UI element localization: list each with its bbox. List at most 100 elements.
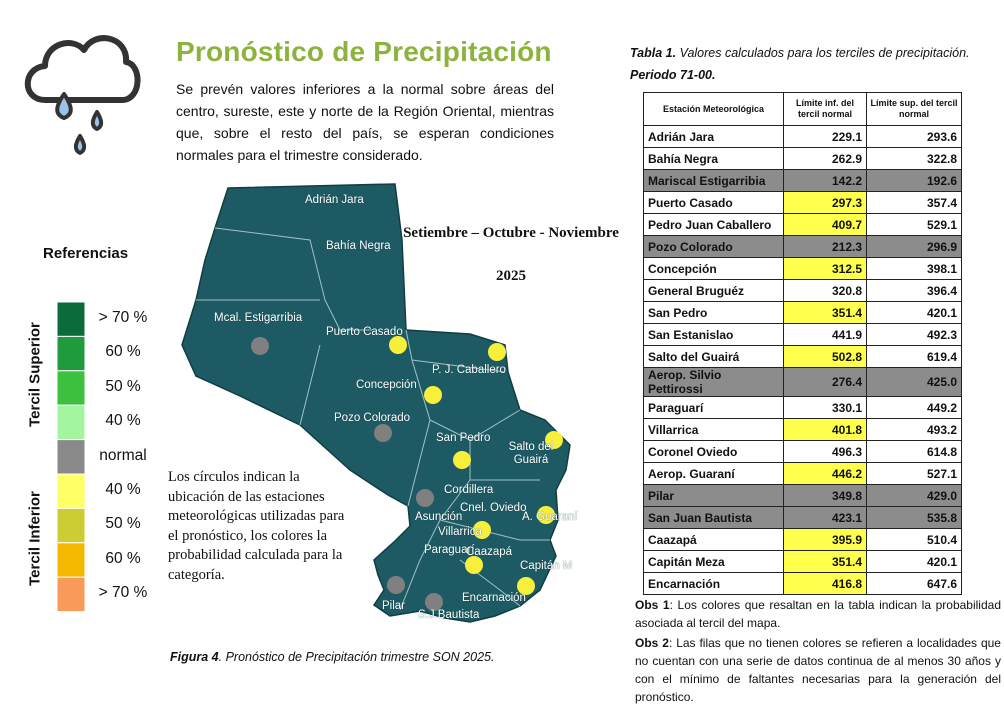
value-cell: 192.6 — [866, 169, 962, 192]
station-label: P. J. Caballero — [432, 364, 506, 376]
station-label: Bahía Negra — [326, 240, 391, 252]
intro-text: Se prevén valores inferiores a la normal… — [176, 81, 554, 163]
station-label: Capitán M — [520, 560, 573, 572]
value-cell: 614.8 — [866, 440, 962, 463]
station-cell: San Juan Bautista — [643, 506, 784, 529]
legend-label: 60 % — [105, 343, 141, 361]
legend-label: 40 % — [105, 481, 141, 498]
cloud-icon — [24, 35, 141, 155]
value-cell: 619.4 — [866, 345, 962, 368]
station-dot — [425, 593, 443, 611]
value-cell: 395.9 — [783, 528, 867, 551]
station-cell: Concepción — [643, 257, 784, 280]
legend-title: Referencias — [43, 245, 129, 262]
legend-label: 60 % — [105, 549, 141, 567]
value-cell: 449.2 — [866, 396, 962, 419]
legend-label: > 70 % — [98, 584, 148, 602]
station-dot — [387, 576, 405, 594]
value-cell: 529.1 — [866, 213, 962, 236]
table-row: Adrián Jara 229.1 293.6 — [643, 125, 962, 148]
year: 2025 — [496, 268, 526, 284]
table-row: Pilar 349.8 429.0 — [643, 484, 962, 507]
legend-label: 40 % — [105, 412, 141, 430]
station-cell: San Pedro — [643, 301, 784, 324]
station-label: San Pedro — [436, 432, 491, 444]
value-cell: 441.9 — [783, 323, 867, 346]
page: { "header": { "title": "Pronóstico de Pr… — [24, 35, 1001, 704]
station-label: Adrián Jara — [305, 194, 364, 206]
value-cell: 510.4 — [866, 528, 962, 551]
observation: Obs 1: Los colores que resaltan en la ta… — [635, 596, 1001, 632]
value-cell: 423.1 — [783, 506, 867, 529]
value-cell: 527.1 — [866, 462, 962, 485]
station-label: Caazapá — [466, 546, 513, 558]
station-label: Encarnación — [462, 592, 526, 604]
value-cell: 401.8 — [783, 418, 867, 441]
station-dot — [488, 343, 506, 361]
station-cell: Puerto Casado — [643, 191, 784, 214]
caption-period: Periodo 71-00. — [630, 68, 716, 82]
station-cell: General Bruguéz — [643, 279, 784, 302]
table-row: General Bruguéz 320.8 396.4 — [643, 279, 962, 302]
station-cell: Aerop. Guaraní — [643, 462, 784, 485]
table-row: Salto del Guairá 502.8 619.4 — [643, 345, 962, 368]
table-row: Capitán Meza 351.4 420.1 — [643, 550, 962, 573]
table-row: San Estanislao 441.9 492.3 — [643, 323, 962, 346]
station-dot — [374, 424, 392, 442]
value-cell: 322.8 — [866, 147, 962, 170]
station-cell: Pedro Juan Caballero — [643, 213, 784, 236]
column-header: Límite sup. del tercil normal — [866, 92, 962, 126]
station-cell: Salto del Guairá — [643, 345, 784, 368]
value-cell: 398.1 — [866, 257, 962, 280]
value-cell: 320.8 — [783, 279, 867, 302]
legend-swatch — [56, 576, 86, 613]
legend-swatch — [56, 542, 86, 578]
column-header: Límite inf. del tercil normal — [783, 92, 867, 126]
station-label: Pozo Colorado — [334, 412, 411, 424]
station-dot — [465, 556, 483, 574]
value-cell: 293.6 — [866, 125, 962, 148]
table-row: Pedro Juan Caballero 409.7 529.1 — [643, 213, 962, 236]
upper-label: Tercil Superior — [26, 322, 44, 427]
value-cell: 429.0 — [866, 484, 962, 507]
legend-swatch — [56, 301, 86, 337]
value-cell: 446.2 — [783, 462, 867, 485]
station-label: Mcal. Estigarribia — [214, 312, 303, 324]
station-dot — [416, 489, 434, 507]
station-cell: Adrián Jara — [643, 125, 784, 148]
value-cell: 492.3 — [866, 323, 962, 346]
caption-label: Figura 4 — [170, 650, 219, 664]
legend-boxes — [56, 301, 86, 613]
value-cell: 420.1 — [866, 550, 962, 573]
value-cell: 276.4 — [783, 367, 867, 397]
table-row: Paraguarí 330.1 449.2 — [643, 396, 962, 419]
value-cell: 296.9 — [866, 235, 962, 258]
value-cell: 425.0 — [866, 367, 962, 397]
station-dot — [545, 431, 563, 449]
title: Pronóstico de Precipitación — [176, 36, 552, 67]
value-cell: 262.9 — [783, 147, 867, 170]
header-row: Estación Meteorológica Límite inf. del te… — [643, 92, 962, 126]
station-dot — [389, 336, 407, 354]
station-dot — [537, 506, 555, 524]
period: Setiembre – Octubre - Noviembre — [403, 225, 619, 241]
station-label: Asunción — [415, 511, 463, 523]
station-label: Puerto Casado — [326, 326, 403, 338]
table-row: Encarnación 416.8 647.6 — [643, 572, 962, 595]
station-cell: Pozo Colorado — [643, 235, 784, 258]
station-label: Paraguarí — [424, 544, 475, 556]
value-cell: 396.4 — [866, 279, 962, 302]
legend-swatch — [56, 507, 86, 544]
value-cell: 502.8 — [783, 345, 867, 368]
station-label: Concepción — [356, 379, 417, 391]
map — [181, 183, 571, 623]
table-row: Concepción 312.5 398.1 — [643, 257, 962, 280]
value-cell: 647.6 — [866, 572, 962, 595]
station-dots — [251, 336, 563, 611]
value-cell: 357.4 — [866, 191, 962, 214]
station-dot — [424, 386, 442, 404]
legend-label: > 70 % — [98, 309, 148, 326]
station-dot — [473, 521, 491, 539]
table-row: Aerop. Guaraní 446.2 527.1 — [643, 462, 962, 485]
value-cell: 212.3 — [783, 235, 867, 258]
